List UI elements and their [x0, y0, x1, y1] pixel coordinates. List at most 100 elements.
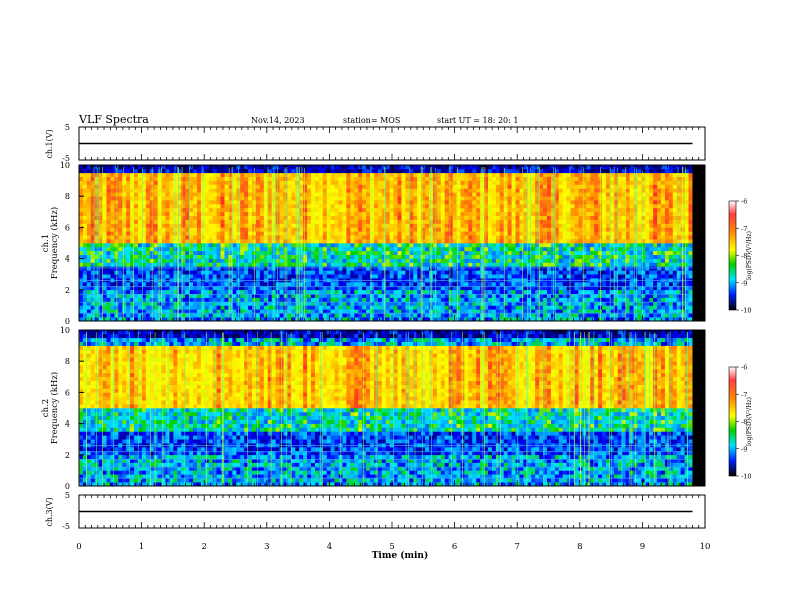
ch1-spectrogram-cell — [432, 309, 438, 314]
ch1-spectrogram-cell — [464, 289, 469, 294]
ch1-spectrogram-cell — [311, 231, 316, 236]
ch1-spectrogram-cell — [444, 165, 449, 170]
ch1-spectrogram-cell — [311, 293, 316, 298]
ch1-spectrogram-cell — [484, 200, 489, 205]
ch1-spectrogram-cell — [110, 313, 115, 318]
ch1-spectrogram-cell — [153, 184, 158, 189]
ch1-spectrogram-cell — [448, 227, 453, 232]
ch1-spectrogram-cell — [417, 309, 422, 314]
ch1-spectrogram-cell — [334, 258, 339, 263]
ch1-spectrogram-cell — [98, 223, 103, 228]
ch1-spectrogram-cell — [86, 250, 92, 255]
ch1-spectrogram-cell — [314, 305, 320, 310]
ch1-spectrogram-cell — [393, 192, 398, 197]
ch1-spectrogram-cell — [543, 192, 548, 197]
ch1-spectrogram-cell — [417, 172, 422, 177]
ch1-spectrogram-cell — [169, 227, 174, 232]
ch1-spectrogram-cell — [193, 184, 198, 189]
ch1-spectrogram-cell — [440, 301, 446, 306]
ch1-spectrogram-cell — [440, 192, 446, 197]
ch1-spectrogram-cell — [460, 223, 465, 228]
ch1-spectrogram-cell — [322, 250, 328, 255]
ch1-spectrogram-cell — [153, 250, 158, 255]
ch1-spectrogram-cell — [255, 207, 261, 213]
ch1-spectrogram-cell — [287, 239, 292, 244]
ch1-spectrogram-cell — [484, 246, 489, 252]
ch1-spectrogram-cell — [499, 250, 505, 255]
ch1-spectrogram-cell — [354, 172, 359, 177]
ch1-spectrogram-cell — [311, 250, 316, 255]
ch1-spectrogram-cell — [444, 215, 449, 220]
ch1-spectrogram-cell — [499, 301, 505, 306]
ch1-spectrogram-cell — [448, 219, 453, 224]
ch1-spectrogram-cell — [208, 266, 213, 271]
ch1-spectrogram-cell — [259, 176, 265, 181]
ch1-spectrogram-cell — [255, 200, 261, 205]
ch1-spectrogram-cell — [421, 223, 426, 228]
ch1-spectrogram-cell — [342, 254, 347, 259]
ch1-spectrogram-cell — [102, 204, 107, 209]
ch1-spectrogram-cell — [535, 309, 540, 314]
ch1-spectrogram-cell — [181, 176, 186, 181]
ch1-spectrogram-cell — [153, 246, 158, 252]
ch1-spectrogram-cell — [405, 293, 410, 298]
ch1-spectrogram-cell — [354, 227, 359, 232]
ch1-spectrogram-cell — [546, 204, 552, 209]
ch1-spectrogram-cell — [539, 246, 544, 252]
ch1-spectrogram-cell — [244, 227, 249, 232]
ch1-spectrogram-cell — [98, 215, 103, 220]
ch1-spectrogram-cell — [436, 231, 442, 236]
ch1-spectrogram-cell — [543, 227, 548, 232]
ch1-spectrogram-cell — [397, 180, 402, 185]
ch1-spectrogram-cell — [515, 289, 520, 294]
ch1-spectrogram-cell — [185, 188, 190, 193]
ch1-spectrogram-cell — [354, 188, 359, 193]
ch1-spectrogram-cell — [511, 215, 516, 220]
ch1-spectrogram-cell — [354, 207, 359, 213]
ch1-spectrogram-cell — [342, 313, 347, 318]
ch1-spectrogram-cell — [248, 219, 253, 224]
ch1-spectrogram-cell — [110, 235, 115, 240]
ch1-spectrogram-cell — [432, 184, 438, 189]
ch1-spectrogram-cell — [177, 274, 182, 279]
ch1-spectrogram-cell — [373, 301, 379, 306]
ch1-spectrogram-cell — [558, 285, 563, 291]
ch1-spectrogram-cell — [212, 184, 217, 189]
ch1-spectrogram-cell — [409, 172, 414, 177]
ch1-spectrogram-cell — [464, 204, 469, 209]
ch1-spectrogram-cell — [196, 176, 202, 181]
ch1-spectrogram-cell — [303, 211, 308, 216]
ch1-spectrogram-cell — [232, 235, 237, 240]
ch1-spectrogram-cell — [259, 165, 265, 170]
ch1-spectrogram-cell — [220, 207, 225, 213]
ch1-spectrogram-cell — [240, 172, 245, 177]
ch1-spectrogram-cell — [110, 258, 115, 263]
ch1-spectrogram-cell — [531, 250, 536, 255]
ch1-spectrogram-cell — [224, 223, 229, 228]
ch1-spectrogram-cell — [499, 215, 505, 220]
ch1-spectrogram-cell — [511, 262, 516, 267]
ch1-spectrogram-cell — [338, 301, 343, 306]
ch1-spectrogram-cell — [546, 196, 552, 201]
ch1-spectrogram-cell — [318, 215, 324, 220]
ch1-spectrogram-cell — [232, 305, 237, 310]
ch1-spectrogram-cell — [134, 285, 139, 291]
ch1-spectrogram-cell — [370, 297, 375, 302]
ch1-spectrogram-cell — [480, 239, 485, 244]
ch1-spectrogram-cell — [267, 227, 272, 232]
ch1-spectrogram-cell — [487, 258, 493, 263]
ch1-spectrogram-cell — [342, 317, 347, 322]
ch1-spectrogram-cell — [405, 176, 410, 181]
ch1-spectrogram-cell — [224, 207, 229, 213]
ch1-spectrogram-cell — [153, 282, 158, 287]
ch1-spectrogram-cell — [145, 270, 151, 275]
ch1-spectrogram-cell — [185, 258, 190, 263]
ch1-spectrogram-cell — [110, 282, 115, 287]
ch1-spectrogram-cell — [507, 270, 512, 275]
ch1-spectrogram-cell — [181, 243, 186, 248]
ch1-spectrogram-cell — [491, 215, 497, 220]
ch1-spectrogram-cell — [118, 285, 123, 291]
ch1-spectrogram-cell — [405, 168, 410, 174]
ch1-spectrogram-cell — [137, 274, 143, 279]
